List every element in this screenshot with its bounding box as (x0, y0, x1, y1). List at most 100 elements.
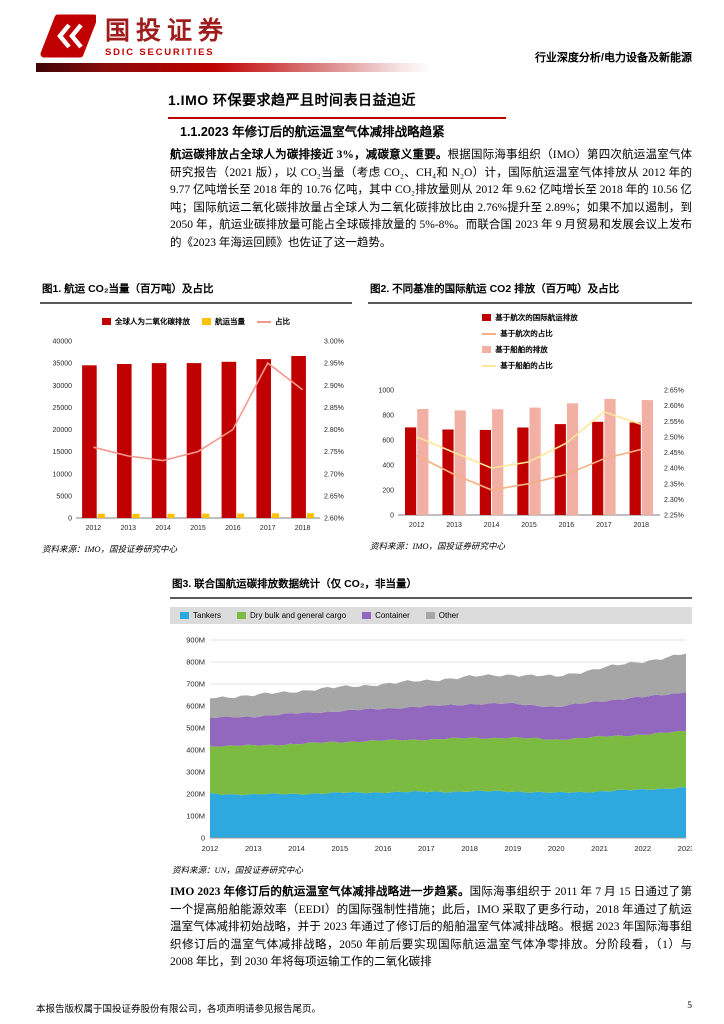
paragraph-2-text: 国际海事组织于 2011 年 7 月 15 日通过了第一个提高船舶能源效率（EE… (170, 886, 692, 968)
figure-1: 图1. 航运 CO₂当量（百万吨）及占比 全球人为二氧化碳排放 航运当量 占比 0 5… (40, 278, 352, 555)
svg-text:35000: 35000 (53, 361, 73, 368)
svg-text:2.25%: 2.25% (664, 513, 684, 520)
svg-text:0: 0 (390, 513, 394, 520)
legend-swatch-icon (202, 318, 211, 325)
figure-1-title: 图1. 航运 CO₂当量（百万吨）及占比 (40, 278, 352, 304)
svg-text:200: 200 (382, 488, 394, 495)
legend-label: Container (375, 611, 410, 620)
legend-swatch-icon (237, 612, 247, 619)
legend-label: 基于航次的占比 (500, 329, 553, 338)
figure-3-title: 图3. 联合国航运碳排放数据统计（仅 CO₂，非当量） (170, 573, 692, 599)
figure-1-source: 资料来源：IMO，国投证券研究中心 (42, 544, 178, 554)
svg-text:3.00%: 3.00% (324, 339, 344, 346)
svg-text:2022: 2022 (634, 844, 651, 853)
legend-item: Other (425, 611, 459, 620)
svg-text:2.80%: 2.80% (324, 427, 344, 434)
svg-text:500M: 500M (186, 724, 205, 733)
page-number: 5 (687, 1001, 692, 1011)
legend-label: 基于船舶的排放 (495, 345, 548, 354)
legend-label: 基于航次的国际航运排放 (495, 313, 578, 322)
svg-text:2015: 2015 (521, 522, 537, 529)
svg-text:2012: 2012 (86, 525, 102, 532)
legend-item: 基于航次的国际航运排放 (482, 312, 578, 323)
svg-text:2013: 2013 (245, 844, 262, 853)
svg-text:2013: 2013 (446, 522, 462, 529)
figure-2: 图2. 不同基准的国际航运 CO2 排放（百万吨）及占比 基于航次的国际航运排放… (368, 278, 692, 552)
svg-text:2016: 2016 (375, 844, 392, 853)
svg-text:15000: 15000 (53, 449, 73, 456)
svg-text:1000: 1000 (378, 388, 394, 395)
legend-swatch-icon (362, 612, 372, 619)
svg-text:2012: 2012 (202, 844, 219, 853)
svg-text:30000: 30000 (53, 383, 73, 390)
figure-3-chart: 0 100M 200M 300M 400M 500M 600M 700M 800M 900M 201… (186, 636, 692, 854)
figure-3-legend: Tankers Dry bulk and general cargo Contain… (170, 607, 692, 624)
legend-swatch-icon (257, 320, 271, 323)
svg-text:200M: 200M (186, 790, 205, 799)
legend-item: Dry bulk and general cargo (237, 611, 346, 620)
page-footer: 本报告版权属于国投证券股份有限公司，各项声明请参见报告尾页。 5 (36, 1001, 692, 1015)
svg-text:800: 800 (382, 413, 394, 420)
svg-text:2014: 2014 (288, 844, 305, 853)
svg-text:2015: 2015 (331, 844, 348, 853)
svg-text:2017: 2017 (260, 525, 276, 532)
svg-text:5000: 5000 (56, 493, 72, 500)
legend-swatch-icon (180, 612, 189, 619)
svg-text:0: 0 (68, 516, 72, 523)
legend-swatch-icon (102, 318, 111, 325)
paragraph-1-text: 根据国际海事组织（IMO）第四次航运温室气体研究报告（2021 版），以 CO₂… (170, 149, 693, 249)
svg-text:2.85%: 2.85% (324, 405, 344, 412)
svg-text:25000: 25000 (53, 405, 73, 412)
footer-disclaimer: 本报告版权属于国投证券股份有限公司，各项声明请参见报告尾页。 (36, 1005, 322, 1015)
svg-text:0: 0 (201, 834, 205, 843)
legend-item: 航运当量 (202, 316, 245, 327)
header-gradient-bar (36, 63, 430, 72)
header-logo: 国投证券 SDIC SECURITIES (36, 14, 229, 63)
paragraph-1-lead: 航运碳排放占全球人为碳排接近 3%，减碳意义重要。 (170, 149, 448, 161)
svg-text:2023: 2023 (678, 844, 692, 853)
svg-text:700M: 700M (186, 680, 205, 689)
svg-text:2015: 2015 (190, 525, 206, 532)
svg-text:100M: 100M (186, 812, 205, 821)
figure-3-source: 资料来源：UN，国投证券研究中心 (172, 865, 303, 875)
svg-text:2018: 2018 (633, 522, 649, 529)
legend-label: Tankers (193, 611, 222, 620)
svg-text:400M: 400M (186, 746, 205, 755)
report-category: 行业深度分析/电力设备及新能源 (534, 52, 692, 64)
sdic-logo-icon (36, 14, 98, 63)
svg-text:2013: 2013 (120, 525, 136, 532)
svg-text:2017: 2017 (418, 844, 435, 853)
svg-text:10000: 10000 (53, 471, 73, 478)
svg-text:600M: 600M (186, 702, 205, 711)
legend-swatch-icon (482, 364, 497, 367)
svg-text:2.70%: 2.70% (324, 471, 344, 478)
svg-text:2018: 2018 (461, 844, 478, 853)
legend-swatch-icon (482, 314, 492, 321)
svg-text:2.50%: 2.50% (664, 434, 684, 441)
svg-text:2014: 2014 (484, 522, 500, 529)
svg-text:2021: 2021 (591, 844, 608, 853)
section-1-1-title: 1.1.2023 年修订后的航运温室气体减排战略趋紧 (180, 125, 445, 139)
legend-swatch-icon (425, 612, 435, 619)
svg-text:2.35%: 2.35% (664, 481, 684, 488)
legend-label: 基于船舶的占比 (500, 361, 553, 370)
legend-label: 占比 (275, 317, 290, 326)
svg-text:2020: 2020 (548, 844, 565, 853)
figure-2-legend: 基于航次的国际航运排放基于航次的占比基于船舶的排放基于船舶的占比 (482, 312, 578, 376)
svg-text:2018: 2018 (295, 525, 311, 532)
svg-text:400: 400 (382, 463, 394, 470)
svg-text:2016: 2016 (559, 522, 575, 529)
legend-label: 全球人为二氧化碳排放 (115, 317, 190, 326)
figure-1-chart: 0 5000 10000 15000 20000 25000 30000 35000 40000… (53, 339, 344, 533)
legend-swatch-icon (482, 332, 497, 335)
svg-text:2.95%: 2.95% (324, 361, 344, 368)
brand-name-cn: 国投证券 (105, 17, 230, 45)
section-1-title: 1.IMO 环保要求趋严且时间表日益迫近 (168, 92, 417, 108)
legend-label: Dry bulk and general cargo (250, 611, 347, 620)
svg-text:40000: 40000 (53, 339, 73, 346)
paragraph-2-lead: IMO 2023 年修订后的航运温室气体减排战略进一步趋紧。 (170, 886, 470, 898)
svg-text:2.65%: 2.65% (324, 493, 344, 500)
legend-item: 基于船舶的占比 (482, 360, 578, 371)
svg-text:2.90%: 2.90% (324, 383, 344, 390)
